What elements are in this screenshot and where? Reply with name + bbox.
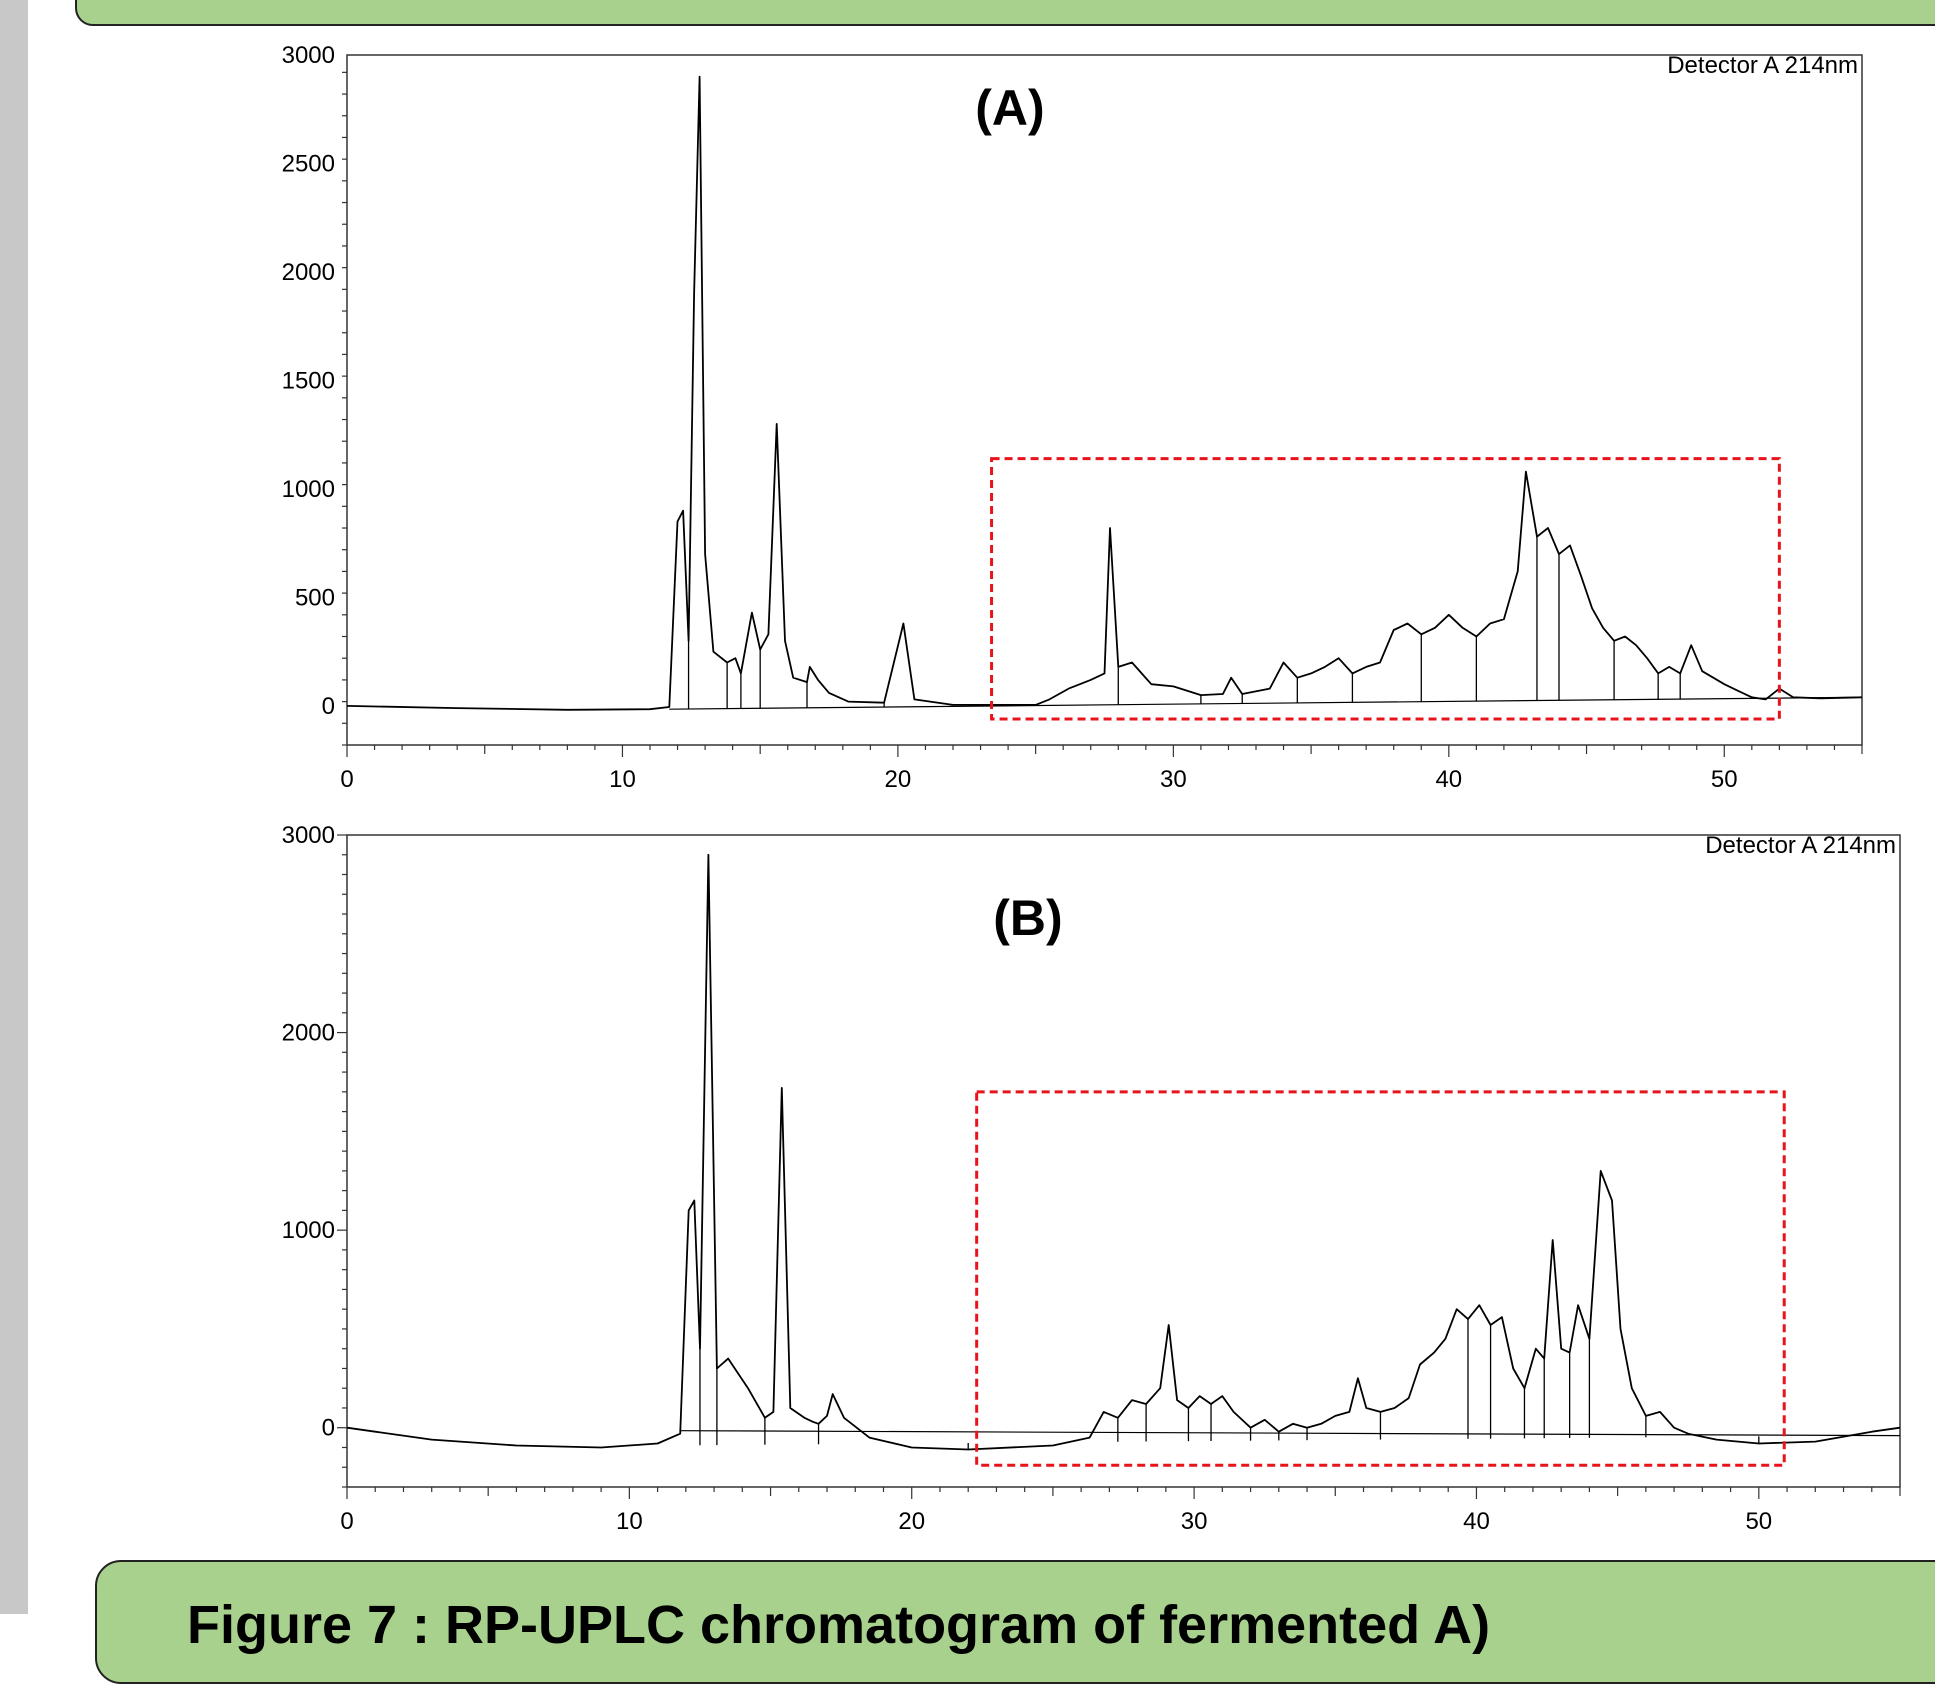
x-tick-label: 30 <box>1181 1508 1208 1535</box>
y-tick-label: 0 <box>322 1415 335 1442</box>
x-tick-label: 40 <box>1435 766 1462 793</box>
y-tick-label: 2000 <box>282 1020 335 1047</box>
x-tick-label: 10 <box>616 1508 643 1535</box>
caption-banner: Figure 7 : RP-UPLC chromatogram of ferme… <box>95 1560 1935 1684</box>
x-tick-label: 20 <box>885 766 912 793</box>
x-tick-label: 0 <box>340 766 353 793</box>
panel-label: (A) <box>975 80 1044 136</box>
y-tick-label: 2000 <box>282 259 335 286</box>
detector-label: Detector A 214nm <box>1667 52 1858 79</box>
y-tick-label: 0 <box>322 693 335 720</box>
integration-baseline <box>669 696 1863 710</box>
x-tick-label: 10 <box>609 766 636 793</box>
y-tick-label: 1000 <box>282 476 335 503</box>
y-tick-label: 1500 <box>282 367 335 394</box>
x-tick-label: 0 <box>340 1508 353 1535</box>
y-tick-label: 3000 <box>282 822 335 849</box>
x-tick-label: 50 <box>1745 1508 1772 1535</box>
y-tick-label: 1000 <box>282 1217 335 1244</box>
plot-frame <box>346 54 1863 746</box>
region-highlight-box <box>975 1090 1786 1467</box>
x-tick-label: 40 <box>1463 1508 1490 1535</box>
detector-label: Detector A 214nm <box>1705 832 1896 859</box>
chromatogram-panel-a: 0 500 1000 1500 2000 2500 3000 0 10 20 30 40 50 Detec… <box>282 42 1863 793</box>
plot-frame <box>346 834 1901 1488</box>
y-tick-label: 500 <box>295 584 335 611</box>
chromatogram-trace <box>346 853 1901 1451</box>
y-tick-label: 2500 <box>282 150 335 177</box>
x-tick-label: 20 <box>898 1508 925 1535</box>
y-tick-label: 3000 <box>282 42 335 69</box>
panel-label: (B) <box>993 890 1062 946</box>
chromatogram-panel-b: 0 1000 2000 3000 0 10 20 30 40 50 Detector A 214nm… <box>282 822 1901 1535</box>
x-tick-label: 30 <box>1160 766 1187 793</box>
figure-caption: Figure 7 : RP-UPLC chromatogram of ferme… <box>187 1595 1491 1655</box>
region-highlight-box <box>990 457 1781 721</box>
x-tick-label: 50 <box>1711 766 1738 793</box>
top-banner <box>75 0 1935 26</box>
chromatogram-trace <box>346 75 1863 711</box>
left-sidebar-strip <box>0 0 28 1614</box>
